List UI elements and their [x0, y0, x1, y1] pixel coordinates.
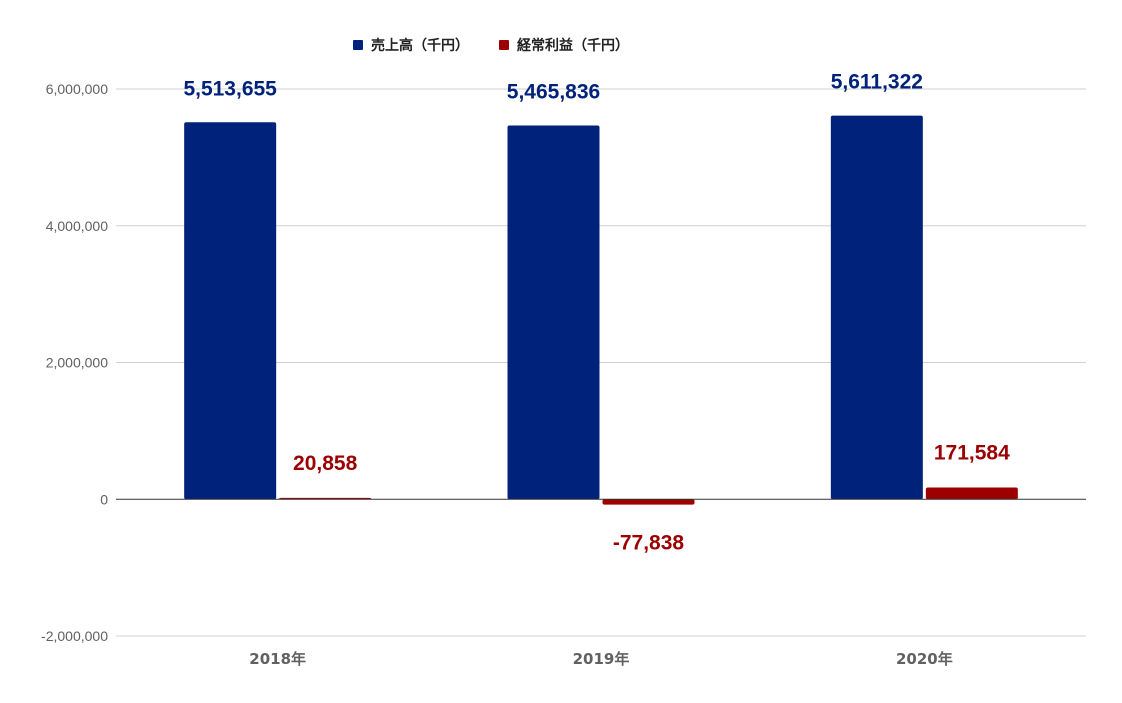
bar-sales	[830, 115, 923, 500]
x-category-label: 2018年	[249, 650, 306, 668]
legend-label-ordinary-profit: 経常利益（千円）	[517, 37, 629, 54]
x-axis-category-labels: 2018年 2019年 2020年	[249, 650, 952, 668]
x-category-label: 2019年	[573, 650, 630, 668]
y-tick-label: 2,000,000	[46, 355, 108, 371]
bar-ordinary-profit	[602, 499, 695, 505]
data-label: 5,611,322	[831, 71, 923, 94]
data-label: 5,465,836	[507, 81, 600, 104]
legend: 売上高（千円） 経常利益（千円）	[353, 37, 629, 54]
bar-ordinary-profit	[925, 487, 1018, 500]
x-category-label: 2020年	[896, 650, 953, 668]
y-tick-label: 4,000,000	[46, 218, 108, 234]
bars	[184, 115, 1018, 505]
legend-swatch-sales	[353, 40, 363, 50]
y-tick-label: 6,000,000	[46, 81, 108, 97]
data-label: -77,838	[613, 532, 685, 555]
y-tick-label: -2,000,000	[41, 628, 108, 644]
bar-sales	[184, 122, 277, 500]
gridlines	[116, 88, 1086, 637]
bar-sales	[507, 125, 600, 500]
data-label: 20,858	[293, 452, 358, 475]
y-axis-tick-labels: 6,000,000 4,000,000 2,000,000 0 -2,000,000	[41, 81, 108, 644]
data-label: 171,584	[934, 442, 1010, 465]
data-label: 5,513,655	[183, 77, 277, 100]
y-tick-label: 0	[100, 491, 108, 507]
legend-swatch-ordinary-profit	[499, 40, 509, 50]
data-labels: 5,513,655 20,858 5,465,836 -77,838 5,611,322…	[183, 71, 1010, 555]
legend-label-sales: 売上高（千円）	[371, 37, 469, 54]
